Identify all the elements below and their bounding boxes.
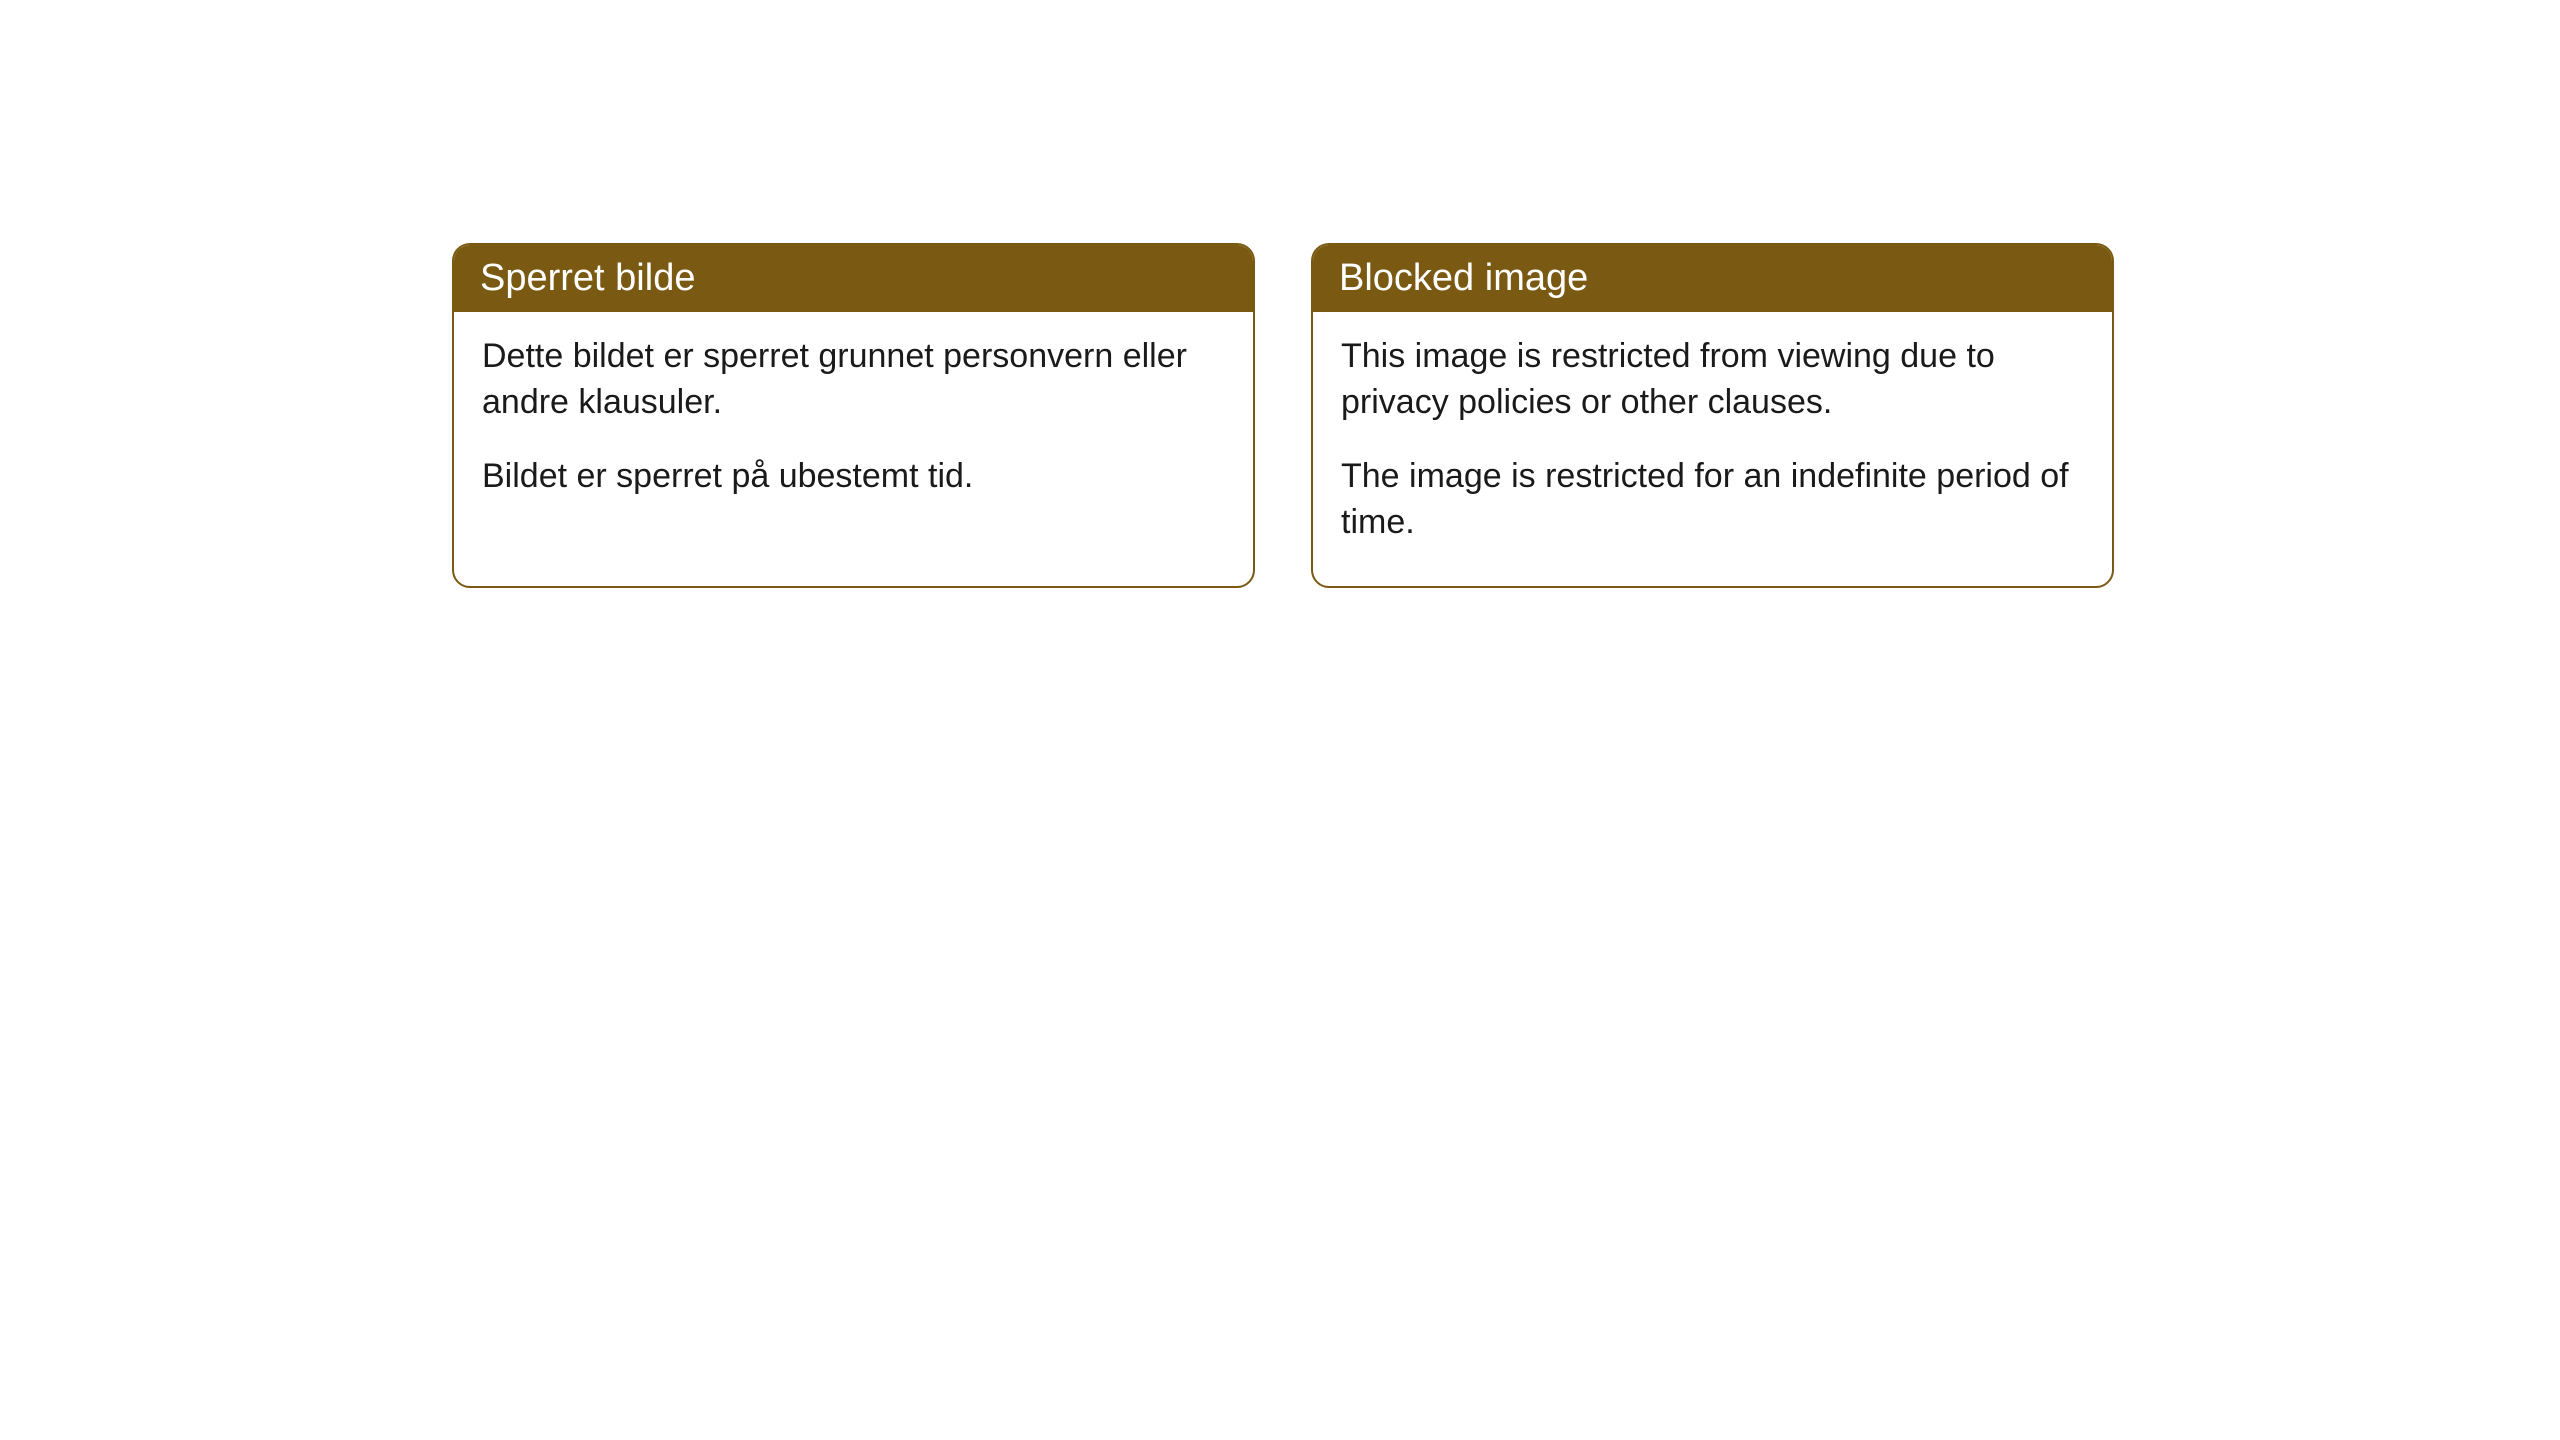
card-title: Blocked image <box>1339 257 1588 299</box>
card-header-english: Blocked image <box>1313 245 2112 312</box>
card-body-english: This image is restricted from viewing du… <box>1313 312 2112 586</box>
card-paragraph: Dette bildet er sperret grunnet personve… <box>482 334 1225 426</box>
card-header-norwegian: Sperret bilde <box>454 245 1253 312</box>
card-paragraph: This image is restricted from viewing du… <box>1341 334 2084 426</box>
card-body-norwegian: Dette bildet er sperret grunnet personve… <box>454 312 1253 540</box>
card-title: Sperret bilde <box>480 257 695 299</box>
cards-container: Sperret bilde Dette bildet er sperret gr… <box>0 0 2560 588</box>
card-paragraph: Bildet er sperret på ubestemt tid. <box>482 454 1225 500</box>
card-paragraph: The image is restricted for an indefinit… <box>1341 454 2084 546</box>
card-english: Blocked image This image is restricted f… <box>1311 243 2114 588</box>
card-norwegian: Sperret bilde Dette bildet er sperret gr… <box>452 243 1255 588</box>
